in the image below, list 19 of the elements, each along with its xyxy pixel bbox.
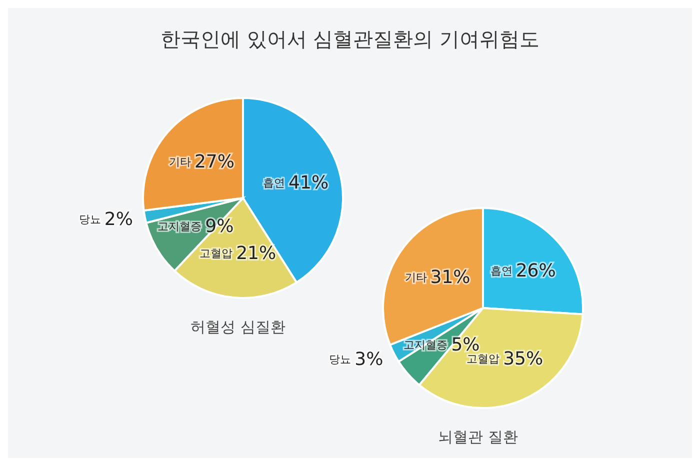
chart-title: 한국인에 있어서 심혈관질환의 기여위험도 [159,26,541,53]
text: 뇌혈관 질환 [437,428,519,447]
data-label: 31% [430,266,470,288]
data-label: 2% [104,208,133,230]
data-label: 21% [236,242,276,264]
data-label: 27% [194,151,234,172]
data-label: 41% [288,172,329,194]
slice-label: 기타 [168,155,194,168]
slice-label: 흡연 [263,176,289,190]
slice-label: 고혈압 [200,246,236,260]
data-label: 35% [503,348,544,369]
slice-label: 기타 [404,270,430,284]
text: 허혈성 심질환 [190,318,286,337]
slice-label: 고지혈증 [158,219,206,232]
slice-label: 흡연 [490,264,516,277]
slice-label: 당뇨 [329,352,355,366]
slice-label: 당뇨 [78,212,104,226]
data-label: 3% [354,348,384,370]
data-label: 26% [516,260,556,281]
